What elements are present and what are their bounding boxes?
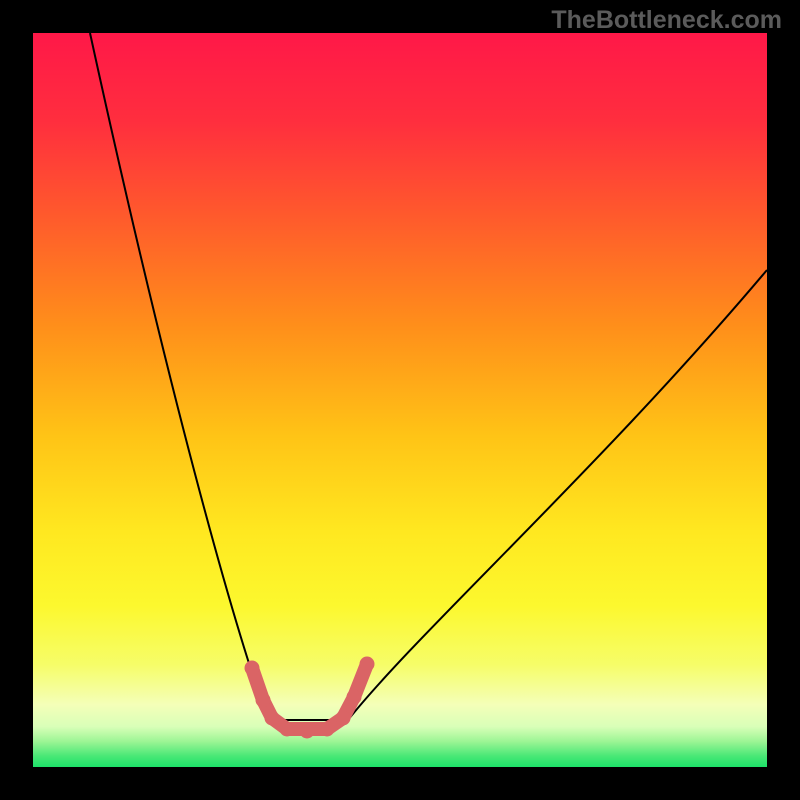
marker-dot [320,722,335,737]
chart-svg [0,0,800,800]
outer-frame: TheBottleneck.com [0,0,800,800]
marker-dot [280,722,295,737]
marker-dot [265,711,280,726]
marker-dot [256,693,271,708]
marker-dot [245,661,260,676]
marker-overlay [245,657,375,739]
bottleneck-curve [90,33,767,720]
marker-dot [347,690,362,705]
marker-dot [336,711,351,726]
marker-dot [360,657,375,672]
marker-dot [300,724,315,739]
